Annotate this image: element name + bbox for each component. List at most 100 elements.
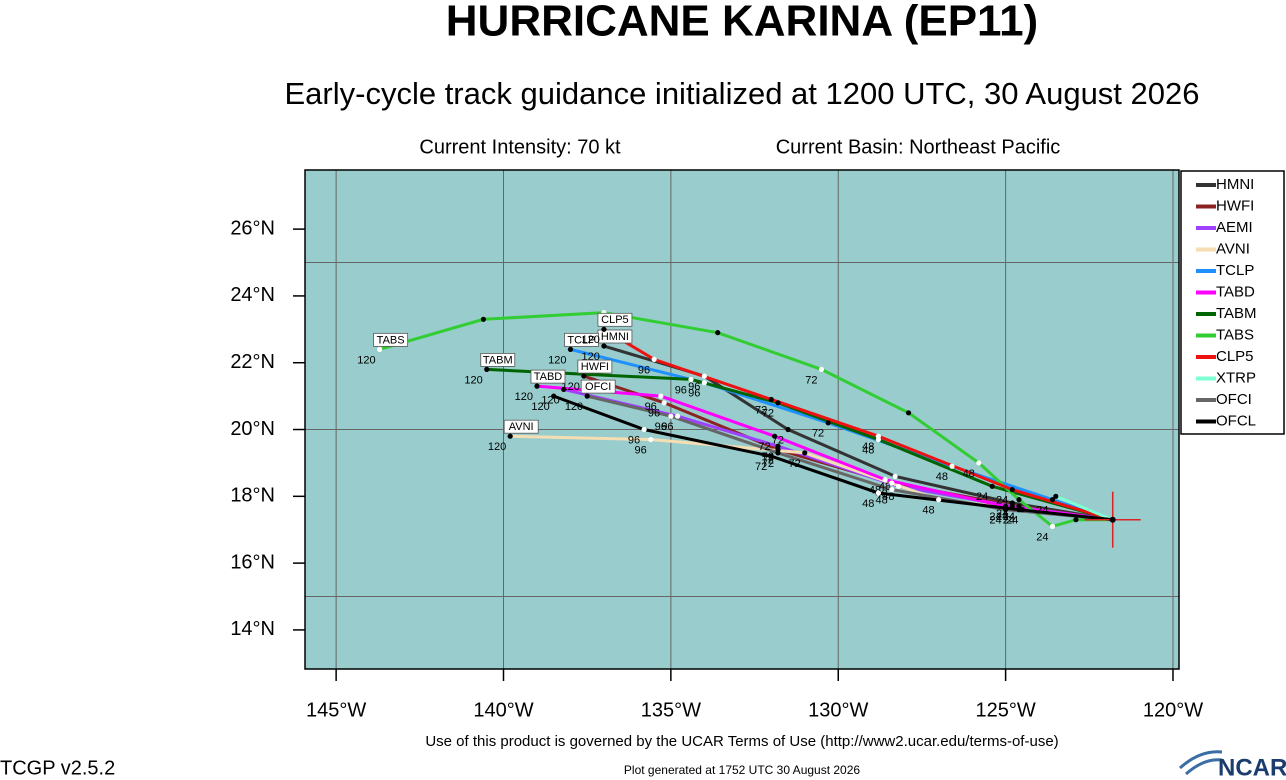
y-tick-label: 14°N (230, 618, 275, 640)
track-line (1055, 494, 1114, 522)
point-label: 72 (805, 374, 817, 386)
map-frame (304, 169, 1180, 670)
track-point (484, 366, 490, 372)
point-label: 96 (655, 421, 667, 433)
legend-label: TABD (1216, 283, 1255, 300)
point-label: 120 (515, 391, 533, 403)
track-point (674, 413, 681, 419)
track-point (989, 483, 995, 489)
track-point (768, 453, 774, 459)
track-point (892, 473, 898, 479)
track-point (641, 426, 647, 433)
point-label: 72 (762, 408, 774, 420)
track-point (534, 383, 540, 389)
end-box-label: TCLP (567, 334, 595, 346)
end-box (597, 312, 633, 327)
end-box (564, 332, 599, 347)
end-box-label: HWFI (581, 361, 609, 373)
track-point (772, 433, 778, 439)
track-point (905, 410, 912, 416)
point-label: 120 (488, 441, 506, 453)
end-box-label: TABM (483, 354, 513, 366)
track-point (768, 396, 774, 403)
end-box (530, 369, 566, 384)
legend-label: AVNI (1216, 240, 1250, 257)
track-point (480, 316, 487, 322)
point-label: 24 (996, 511, 1008, 523)
point-label: 24 (989, 511, 1001, 523)
point-label: 24 (989, 515, 1001, 527)
logo-text: NCAR (1218, 754, 1286, 780)
track-point (949, 463, 955, 469)
point-label: 120 (464, 374, 482, 386)
point-label: 120 (531, 401, 549, 413)
point-label: 72 (755, 461, 767, 473)
end-box-label: TABD (534, 371, 563, 383)
storm-center (1109, 516, 1116, 523)
track-point (507, 433, 513, 439)
end-box (577, 359, 613, 374)
point-label: 48 (879, 481, 891, 493)
track-point (688, 376, 694, 383)
track-point (581, 373, 587, 379)
legend-label: TCLP (1216, 262, 1254, 279)
end-box-label: OFCI (585, 381, 611, 393)
track-point (1049, 523, 1056, 529)
track-point (668, 413, 674, 419)
track-point (1009, 503, 1015, 509)
track-point (661, 400, 667, 406)
y-tick-label: 24°N (230, 284, 275, 306)
track-point (1016, 497, 1022, 503)
track-point (1053, 493, 1059, 499)
point-label: 96 (635, 444, 647, 456)
y-tick-label: 16°N (230, 551, 275, 573)
track-point (802, 450, 808, 456)
track-point (658, 393, 664, 399)
end-box (373, 332, 409, 347)
track-point (551, 393, 557, 399)
point-label: 48 (882, 491, 894, 503)
track-point (825, 420, 831, 426)
track-point (601, 343, 607, 349)
y-tick-label: 18°N (230, 485, 275, 507)
intensity: Current Intensity: 70 kt (419, 136, 621, 158)
x-tick-label: 125°W (975, 699, 1035, 721)
point-label: 24 (1003, 515, 1015, 527)
track-point (651, 356, 657, 362)
track-point (1009, 487, 1015, 493)
point-label: 96 (628, 434, 640, 446)
legend-label: TABM (1216, 305, 1257, 322)
end-box (580, 379, 616, 394)
track-point (1049, 497, 1056, 503)
track-point (889, 480, 895, 486)
point-label: 120 (548, 354, 566, 366)
point-label: 96 (675, 384, 687, 396)
logo: NCAR (1178, 750, 1286, 780)
track-point (701, 373, 707, 379)
track-point (976, 460, 982, 466)
point-label: 48 (963, 468, 975, 480)
track-point (377, 346, 383, 352)
end-box (503, 419, 539, 434)
point-label: 24 (996, 495, 1008, 507)
track-point (818, 366, 825, 372)
end-box-label: CLP5 (601, 314, 629, 326)
point-label: 72 (758, 441, 770, 453)
y-tick-label: 26°N (230, 217, 275, 239)
point-label: 72 (789, 458, 801, 470)
x-tick-label: 145°W (306, 699, 366, 721)
end-box (480, 352, 516, 367)
legend-label: AEMI (1216, 219, 1253, 236)
y-tick-label: 22°N (230, 351, 275, 373)
track-line (603, 328, 1114, 522)
legend-label: CLP5 (1216, 348, 1254, 365)
point-label: 96 (638, 364, 650, 376)
track-point (882, 477, 888, 483)
point-label: 96 (645, 401, 657, 413)
logo-arc (1178, 750, 1223, 770)
track-point (715, 330, 721, 336)
legend-label: XTRP (1216, 369, 1256, 386)
track-point (601, 326, 607, 332)
x-tick-label: 130°W (808, 699, 868, 721)
x-tick-label: 140°W (473, 699, 533, 721)
